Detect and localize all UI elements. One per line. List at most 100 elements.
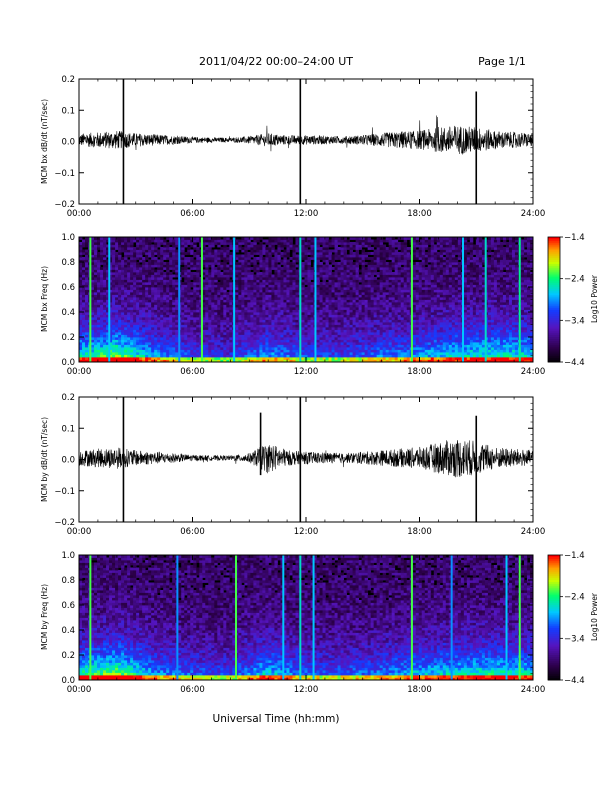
spectrogram-cell (244, 352, 248, 355)
spectrogram-cell (223, 354, 227, 358)
spectrogram-cell (268, 292, 272, 295)
spectrogram-cell (163, 299, 167, 303)
spectrogram-cell (217, 312, 221, 315)
spectrogram-cell (316, 244, 320, 248)
spectrogram-cell (241, 254, 245, 258)
spectrogram-cell (211, 307, 215, 310)
spectrogram-cell (82, 299, 86, 303)
spectrogram-cell (226, 302, 230, 305)
spectrogram-cell (328, 267, 332, 270)
spectrogram-cell (304, 302, 308, 305)
spectrogram-cell (364, 239, 369, 243)
spectrogram-cell (130, 327, 134, 330)
spectrogram-cell (94, 284, 98, 288)
spectrogram-cell (193, 307, 197, 310)
spectrogram-cell (148, 344, 152, 348)
spectrogram-cell (115, 304, 119, 308)
spectrogram-cell (355, 284, 360, 288)
spectrogram-cell (331, 259, 335, 263)
spectrogram-cell (229, 337, 233, 340)
y-axis-label: MCM by dB/dt (nT/sec) (40, 417, 49, 502)
spectrogram-cell (229, 327, 233, 330)
spectrogram-cell (154, 344, 158, 348)
spectrogram-cell (259, 272, 263, 275)
spectrogram-cell (181, 309, 185, 313)
spectrogram-cell (337, 317, 341, 320)
spectrogram-cell (337, 264, 341, 268)
spectrogram-cell (247, 252, 251, 255)
spectrogram-cell (361, 264, 366, 268)
spectrogram-cell (196, 237, 200, 240)
spectrogram-cell (271, 342, 275, 345)
spectrogram-cell (184, 342, 188, 345)
spectrogram-cell (307, 292, 311, 295)
spectrogram-cell (292, 292, 296, 295)
spectrogram-cell (241, 302, 245, 305)
spectrogram-cell (187, 237, 191, 240)
spectrogram-cell (214, 314, 218, 318)
spectrogram-cell (289, 292, 293, 295)
dbdt-trace (78, 115, 534, 155)
spectrogram-cell (229, 357, 233, 360)
spectrogram-cell (82, 284, 86, 288)
spectrogram-cell (208, 289, 212, 293)
spectrogram-cell (244, 252, 248, 255)
spectrogram-cell (115, 322, 119, 325)
spectrogram-cell (289, 312, 293, 315)
spectrogram-cell (241, 289, 245, 293)
spectrogram-cell (124, 239, 128, 243)
spectrogram-cell (253, 344, 257, 348)
spectrogram-cell (184, 239, 188, 243)
spectrogram-cell (259, 324, 263, 328)
spectrogram-cell (106, 327, 110, 330)
spectrogram-cell (157, 327, 161, 330)
spectrogram-cell (301, 292, 305, 295)
spectrogram-cell (187, 257, 191, 260)
spectrogram-cell (331, 239, 335, 243)
spectrogram-cell (382, 344, 387, 348)
spectrogram-cell (370, 292, 375, 295)
spectrogram-cell (157, 254, 161, 258)
spectrogram-cell (274, 294, 278, 298)
spectrogram-cell (91, 352, 95, 355)
spectrogram-cell (259, 334, 263, 338)
spectrogram-cell (316, 292, 320, 295)
spectrogram-cell (241, 287, 245, 290)
spectrogram-cell (115, 294, 119, 298)
spectrogram-cell (94, 252, 98, 255)
spectrogram-cell (79, 304, 83, 308)
spectrogram-cell (223, 329, 227, 333)
spectrogram-cell (295, 257, 299, 260)
spectrogram-cell (256, 342, 260, 345)
spectrogram-cell (349, 337, 354, 340)
spectrogram-cell (277, 312, 281, 315)
spectrogram-cell (130, 259, 134, 263)
spectrogram-cell (148, 342, 152, 345)
spectrogram-cell (160, 259, 164, 263)
spectrogram-cell (247, 257, 251, 260)
spectrogram-cell (304, 334, 308, 338)
spectrogram-cell (364, 324, 369, 328)
spectrogram-cell (127, 282, 131, 285)
spectrogram-cell (247, 289, 251, 293)
spectrogram-cell (286, 292, 290, 295)
spectrogram-cell (196, 349, 200, 353)
spectrogram-cell (295, 314, 299, 318)
spectrogram-cell (265, 259, 269, 263)
spectrogram-cell (235, 357, 239, 360)
spectrogram-cell (79, 259, 83, 263)
panel-by-spectrogram: MCM by Freq (Hz) Log10 Power (40, 584, 599, 650)
spectrogram-cell (97, 274, 101, 278)
spectrogram-cell (316, 304, 320, 308)
spectrogram-cell (130, 317, 134, 320)
spectrogram-cell (283, 294, 287, 298)
spectrogram-cell (376, 347, 381, 350)
spectrogram-cell (154, 314, 158, 318)
spectrogram-cell (349, 267, 354, 270)
spectrogram-cell (82, 359, 86, 363)
spectrogram-cell (169, 319, 173, 323)
spectrogram-cell (166, 252, 170, 255)
spectrogram-cell (358, 304, 363, 308)
spectrogram-cell (322, 299, 326, 303)
spectrogram-cell (229, 354, 233, 358)
